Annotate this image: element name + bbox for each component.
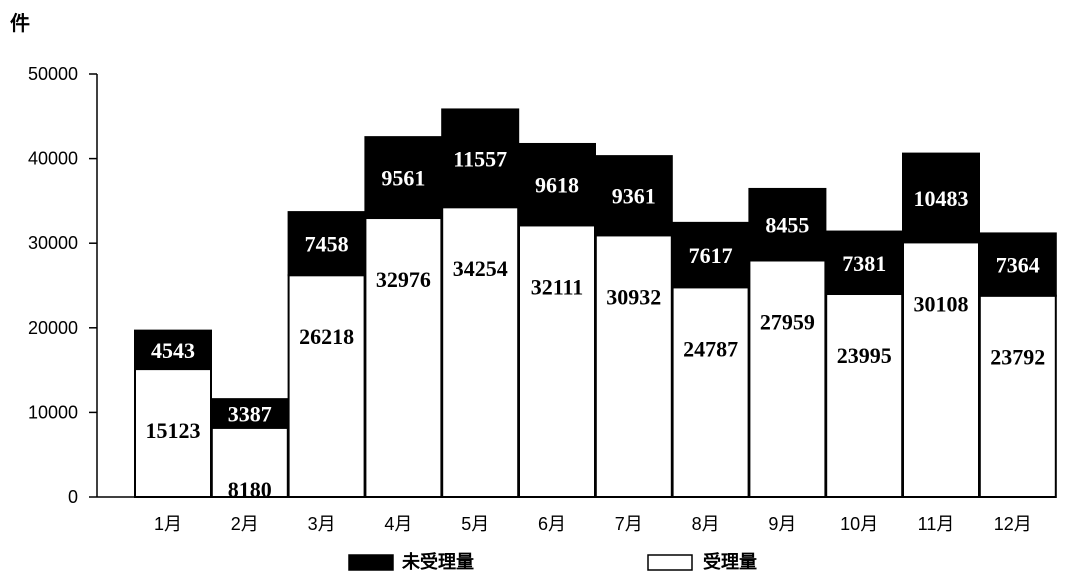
data-label-accepted: 24787 [683,336,738,361]
bar-accepted [825,293,904,498]
bar-accepted [364,217,443,498]
data-label-accepted: 23792 [990,345,1045,370]
legend-label-accepted: 受理量 [703,551,757,573]
bar-not-accepted [825,230,904,296]
bar-accepted [978,294,1057,498]
data-label-not-accepted: 7364 [996,253,1040,278]
bar-not-accepted [134,329,212,371]
data-label-accepted: 26218 [299,324,354,349]
x-tick-label: 4月 [384,514,412,534]
legend-swatch-not-accepted [348,554,394,571]
bar-accepted [594,234,673,498]
x-tick-label: 12月 [994,514,1032,534]
x-tick-label: 2月 [231,514,259,534]
x-tick-label: 3月 [308,514,336,534]
x-tick-label: 9月 [768,514,796,534]
bar-accepted [518,224,596,498]
data-label-accepted: 32976 [376,267,431,292]
data-label-not-accepted: 7381 [842,251,886,276]
y-tick-label: 50000 [28,64,78,84]
data-label-accepted: 8180 [228,477,272,502]
bar-accepted [671,286,750,498]
x-tick-label: 6月 [538,514,566,534]
data-label-accepted: 34254 [453,256,508,281]
bars-group: 15123 4543 8180 3387 26218 7458 32976 9561 34254… [134,108,1057,502]
data-label-not-accepted: 11557 [453,146,507,171]
bar-accepted [441,206,520,499]
data-label-accepted: 32111 [531,274,584,299]
bar-not-accepted [441,108,520,209]
y-tick-label: 20000 [28,318,78,338]
bar-not-accepted [210,398,289,429]
bar-not-accepted [671,221,750,289]
x-axis-ticks: 1月 2月 3月 4月 5月 6月 7月 8月 9月 10月 11月 12月 [154,514,1032,534]
x-tick-label: 8月 [692,514,720,534]
bar-accepted [902,241,980,498]
data-label-not-accepted: 7458 [305,232,349,257]
data-label-accepted: 30108 [914,291,969,316]
y-tick-label: 10000 [28,402,78,422]
data-label-not-accepted: 8455 [765,213,809,238]
data-label-not-accepted: 9618 [535,173,579,198]
legend: 未受理量 受理量 [348,551,757,573]
x-tick-label: 7月 [615,514,643,534]
y-axis-unit-label: 件 [10,11,30,35]
bar-not-accepted [364,136,443,220]
data-label-accepted: 30932 [606,284,661,309]
bar-accepted [748,259,827,498]
x-tick-label: 1月 [154,514,182,534]
bar-not-accepted [518,142,596,227]
bar-not-accepted [287,211,366,277]
data-label-not-accepted: 4543 [151,338,195,363]
y-tick-label: 30000 [28,233,78,253]
y-tick-label: 40000 [28,149,78,169]
bar-not-accepted [902,152,980,244]
x-tick-label: 11月 [918,514,955,534]
data-label-not-accepted: 10483 [914,186,969,211]
x-tick-label: 5月 [461,514,489,534]
bar-not-accepted [748,187,827,262]
data-label-accepted: 27959 [760,309,815,334]
data-label-not-accepted: 3387 [228,401,272,426]
legend-swatch-accepted [647,554,693,571]
data-label-accepted: 15123 [146,418,201,443]
bar-not-accepted [594,155,673,237]
data-label-not-accepted: 7617 [689,243,733,268]
x-tick-label: 10月 [840,514,878,534]
bar-not-accepted [978,232,1057,297]
legend-label-not-accepted: 未受理量 [402,551,474,573]
y-axis-ticks: 0 10000 20000 30000 40000 50000 [28,64,97,507]
data-label-not-accepted: 9561 [381,166,425,191]
y-tick-label: 0 [68,487,78,507]
data-label-accepted: 23995 [837,343,892,368]
data-label-not-accepted: 9361 [612,184,656,209]
bar-accepted [287,274,366,498]
